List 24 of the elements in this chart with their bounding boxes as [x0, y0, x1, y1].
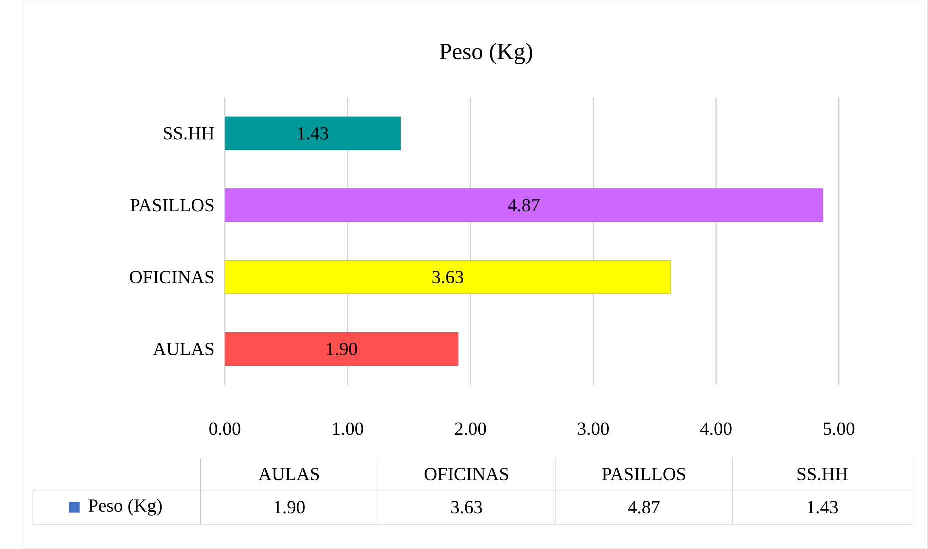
chart-title: Peso (Kg) [440, 43, 532, 64]
text: 1.90 [274, 501, 305, 514]
text: 3.63 [451, 501, 482, 514]
x-tick-label: 3.00 [578, 422, 610, 436]
data-label: 3.63 [432, 271, 464, 284]
category-label: PASILLOS [602, 468, 686, 481]
x-tick-label: 2.00 [455, 422, 486, 436]
category-label: OFICINAS [424, 468, 508, 481]
data-label: 4.87 [508, 199, 540, 212]
category-label: AULAS [258, 468, 320, 481]
y-tick-label: SS.HH [164, 127, 214, 140]
data-label: 1.43 [298, 127, 328, 140]
text: Peso (Kg) [88, 499, 162, 516]
x-tick-label: 1.00 [333, 422, 364, 436]
x-tick-label: 4.00 [700, 422, 732, 436]
data-label: 1.90 [327, 342, 358, 356]
x-tick-label: 0.00 [210, 422, 241, 436]
y-tick-label: OFICINAS [130, 271, 214, 284]
x-tick-label: 5.00 [824, 422, 855, 436]
y-tick-label: PASILLOS [130, 199, 214, 212]
y-tick-label: AULAS [153, 342, 214, 356]
text: 4.87 [628, 501, 660, 514]
text: 1.43 [808, 501, 838, 514]
category-label: SS.HH [798, 468, 848, 481]
